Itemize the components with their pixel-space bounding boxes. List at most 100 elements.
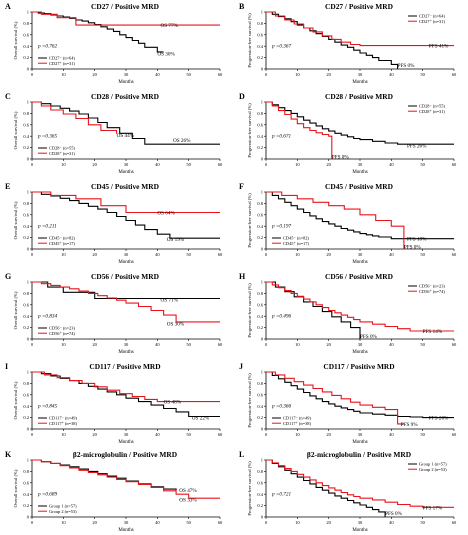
x-axis-title: Months <box>118 260 133 265</box>
y-tick-label: 0.6 <box>23 302 29 307</box>
panel-letter: F <box>239 182 244 191</box>
x-tick-label: 20 <box>326 520 331 525</box>
x-tick-label: 0 <box>265 252 268 257</box>
y-axis-title: Overall survival (%) <box>13 469 18 507</box>
y-tick-label: 0.4 <box>23 224 29 229</box>
x-tick-label: 10 <box>61 432 66 437</box>
x-tick-label: 50 <box>420 432 425 437</box>
x-tick-label: 40 <box>155 162 160 167</box>
x-tick-label: 0 <box>265 342 268 347</box>
x-tick-label: 20 <box>92 162 97 167</box>
p-value: p =0.367 <box>271 43 291 49</box>
panel-letter: G <box>5 272 11 281</box>
y-tick-label: 0.6 <box>23 212 29 217</box>
x-tick-label: 60 <box>218 252 223 257</box>
y-tick-label: 1 <box>27 458 29 463</box>
x-tick-label: 30 <box>358 342 363 347</box>
legend-label: Group 1 (n=57) <box>419 462 447 467</box>
y-tick-label: 0.2 <box>23 415 29 420</box>
x-tick-label: 40 <box>155 520 160 525</box>
y-tick-label: 1 <box>261 10 263 15</box>
legend-label: CD56⁻ (n=23) <box>49 326 75 331</box>
y-tick-label: 0.8 <box>23 381 29 386</box>
y-tick-label: 0 <box>27 515 30 520</box>
x-tick-label: 40 <box>389 162 394 167</box>
y-tick-label: 0.8 <box>23 21 29 26</box>
y-tick-label: 0.6 <box>257 302 263 307</box>
y-tick-label: 0 <box>261 157 264 162</box>
km-curve-red <box>32 191 220 214</box>
legend-label: CD28⁺ (n=31) <box>49 151 75 156</box>
x-tick-label: 60 <box>452 72 457 77</box>
y-tick-label: 0 <box>27 67 30 72</box>
y-tick-label: 0.4 <box>257 314 263 319</box>
y-tick-label: 0.4 <box>257 224 263 229</box>
panel-a: 00.20.40.60.810 10 20 30 40 50 60MonthsOverall… <box>5 2 223 85</box>
y-tick-label: 1 <box>261 458 263 463</box>
panel-f: 00.20.40.60.810 10 20 30 40 50 60MonthsProgres… <box>239 182 457 265</box>
x-tick-label: 60 <box>452 432 457 437</box>
panel-title: CD28 / Positive MRD <box>325 92 393 101</box>
curve-annotation: OS 22% <box>192 415 210 421</box>
p-value: p =0.671 <box>271 133 291 139</box>
curve-annotation: PFS 0% <box>332 155 350 161</box>
x-axis-title: Months <box>352 440 367 445</box>
x-tick-label: 40 <box>155 432 160 437</box>
p-value: p =0.721 <box>271 491 291 497</box>
x-tick-label: 0 <box>31 342 34 347</box>
x-tick-label: 60 <box>218 342 223 347</box>
y-axis-title: Overall survival (%) <box>13 21 18 59</box>
panel-letter: L <box>239 450 244 459</box>
y-tick-label: 0 <box>261 515 264 520</box>
curve-annotation: PFS 0% <box>360 334 378 340</box>
x-tick-label: 60 <box>452 162 457 167</box>
x-axis-title: Months <box>352 260 367 265</box>
x-axis-title: Months <box>352 528 367 533</box>
y-tick-label: 0.2 <box>257 145 263 150</box>
panel-g: 00.20.40.60.810 10 20 30 40 50 60MonthsOverall… <box>5 272 223 355</box>
y-tick-label: 1 <box>261 100 263 105</box>
x-tick-label: 50 <box>420 162 425 167</box>
x-axis-title: Months <box>118 80 133 85</box>
y-tick-label: 0.8 <box>257 111 263 116</box>
x-tick-label: 40 <box>389 342 394 347</box>
x-tick-label: 10 <box>61 162 66 167</box>
curve-annotation: OS 30% <box>167 321 185 327</box>
x-tick-label: 60 <box>452 252 457 257</box>
panel-letter: J <box>239 362 243 371</box>
y-axis-title: Progression-free survival (%) <box>247 193 252 248</box>
legend-label: CD117⁻ (n=49) <box>49 416 77 421</box>
km-curve-red <box>266 371 404 425</box>
x-tick-label: 0 <box>265 162 268 167</box>
km-curve-red <box>266 459 454 508</box>
x-tick-label: 30 <box>124 162 129 167</box>
x-tick-label: 40 <box>389 252 394 257</box>
p-value: p =0.496 <box>271 312 291 319</box>
x-tick-label: 0 <box>31 520 34 525</box>
y-tick-label: 0.6 <box>257 122 263 127</box>
y-tick-label: 0.4 <box>23 492 29 497</box>
x-tick-label: 30 <box>124 520 129 525</box>
y-tick-label: 0.2 <box>257 55 263 60</box>
p-value: p =0.689 <box>37 491 57 497</box>
legend-label: CD27⁺ (n=31) <box>49 61 75 66</box>
km-curve-black <box>266 459 386 517</box>
x-tick-label: 60 <box>452 342 457 347</box>
legend-label: CD27⁺ (n=31) <box>419 19 445 24</box>
x-tick-label: 50 <box>186 252 191 257</box>
x-tick-label: 0 <box>31 432 34 437</box>
x-axis-title: Months <box>118 350 133 355</box>
panel-letter: I <box>5 362 8 371</box>
panel-j: 00.20.40.60.810 10 20 30 40 50 60MonthsProgres… <box>239 362 457 445</box>
legend-label: CD56⁺ (n=74) <box>419 289 445 294</box>
y-tick-label: 0.6 <box>257 480 263 485</box>
y-tick-label: 0 <box>27 337 30 342</box>
curve-annotation: PFS 9% <box>401 422 419 428</box>
y-axis-title: Overall survival (%) <box>13 381 18 419</box>
panel-title: CD27 / Positive MRD <box>91 2 159 11</box>
y-tick-label: 0.6 <box>23 122 29 127</box>
p-value: p =0.834 <box>37 312 57 319</box>
p-value: p =0.845 <box>37 402 57 409</box>
panel-title: CD28 / Positive MRD <box>91 92 159 101</box>
